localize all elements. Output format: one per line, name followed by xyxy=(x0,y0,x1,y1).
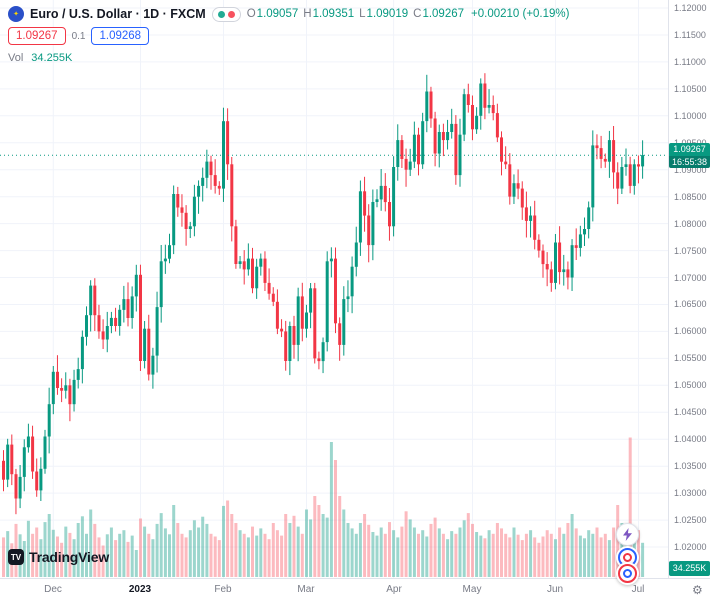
buy-sell-widget: 1.09267 0.1 1.09268 xyxy=(8,27,150,45)
price-tick-label: 1.08500 xyxy=(674,192,707,202)
current-price-value: 1.09267 xyxy=(669,143,710,156)
volume-value: 34.255K xyxy=(31,52,73,64)
price-axis[interactable]: 1.120001.115001.110001.105001.100001.095… xyxy=(668,0,710,578)
volume-label: Vol xyxy=(8,52,24,64)
price-tick-label: 1.09000 xyxy=(674,165,707,175)
high-value: 1.09351 xyxy=(312,8,355,20)
high-label: H xyxy=(303,8,312,20)
ohlc-readout: O1.09057 H1.09351 L1.09019 C1.09267 +0.0… xyxy=(247,8,570,20)
price-tick-label: 1.07500 xyxy=(674,246,707,256)
price-tick-label: 1.03000 xyxy=(674,488,707,498)
price-tick-label: 1.12000 xyxy=(674,3,707,13)
price-tick-label: 1.06500 xyxy=(674,299,707,309)
price-tick-label: 1.02500 xyxy=(674,515,707,525)
close-label: C xyxy=(413,8,422,20)
volume-legend: Vol 34.255K xyxy=(8,52,72,64)
price-tick-label: 1.10500 xyxy=(674,84,707,94)
gear-icon[interactable]: ⚙ xyxy=(692,583,703,597)
price-tick-label: 1.08000 xyxy=(674,219,707,229)
current-volume-badge: 34.255K xyxy=(669,561,710,576)
spread-value: 0.1 xyxy=(71,30,86,42)
time-axis-label: Dec xyxy=(44,584,62,595)
buy-series-dot-icon xyxy=(217,10,225,18)
eu-flag-icon: ✦ xyxy=(8,6,24,22)
price-tick-label: 1.07000 xyxy=(674,273,707,283)
open-label: O xyxy=(246,8,256,20)
price-tick-label: 1.11500 xyxy=(674,30,706,40)
sell-button[interactable]: 1.09267 xyxy=(8,27,66,45)
symbol-legend: ✦ Euro / U.S. Dollar · 1D · FXCM O1.0905… xyxy=(8,6,569,22)
price-tick-label: 1.04500 xyxy=(674,407,707,417)
time-axis-label: May xyxy=(462,584,482,595)
time-axis-label: Mar xyxy=(297,584,315,595)
symbol-title[interactable]: Euro / U.S. Dollar · 1D · FXCM xyxy=(30,7,206,21)
price-tick-label: 1.04000 xyxy=(674,434,707,444)
open-value: 1.09057 xyxy=(256,8,299,20)
price-tick-label: 1.05000 xyxy=(674,380,707,390)
low-label: L xyxy=(359,8,366,20)
tradingview-logo[interactable]: TV TradingView xyxy=(8,549,109,565)
candles xyxy=(2,73,645,515)
candlestick-chart-pane[interactable] xyxy=(0,0,668,578)
price-tick-label: 1.02000 xyxy=(674,542,707,552)
time-axis-label: Jul xyxy=(631,584,645,595)
concentric-rings-red-button[interactable] xyxy=(616,562,639,585)
price-tick-label: 1.05500 xyxy=(674,353,707,363)
close-value: 1.09267 xyxy=(422,8,465,20)
boost-lightning-button[interactable] xyxy=(616,523,639,546)
legend-series-toggle-pill[interactable] xyxy=(211,6,241,22)
bar-close-countdown: 16:55:38 xyxy=(669,156,710,168)
price-tick-label: 1.10000 xyxy=(674,111,707,121)
buy-button[interactable]: 1.09268 xyxy=(91,27,150,45)
time-axis-label: Feb xyxy=(214,584,232,595)
tradingview-logo-icon: TV xyxy=(8,549,24,565)
price-tick-label: 1.11000 xyxy=(674,57,706,67)
sell-series-dot-icon xyxy=(227,10,235,18)
price-tick-label: 1.06000 xyxy=(674,326,707,336)
red-ring-icon xyxy=(618,564,637,583)
time-axis-year-label: 2023 xyxy=(128,584,152,595)
tradingview-logo-text: TradingView xyxy=(29,549,110,565)
low-value: 1.09019 xyxy=(366,8,409,20)
current-price-badge: 1.09267 16:55:38 xyxy=(669,143,710,168)
time-axis-label: Apr xyxy=(386,584,402,595)
grid-lines xyxy=(0,0,668,578)
price-tick-label: 1.03500 xyxy=(674,461,707,471)
time-axis-label: Jun xyxy=(546,584,564,595)
time-axis[interactable]: ⚙ Dec 2023 Feb Mar Apr May Jun Jul xyxy=(0,578,710,600)
change-value: +0.00210 (+0.19%) xyxy=(471,8,570,20)
lightning-icon xyxy=(623,528,632,541)
